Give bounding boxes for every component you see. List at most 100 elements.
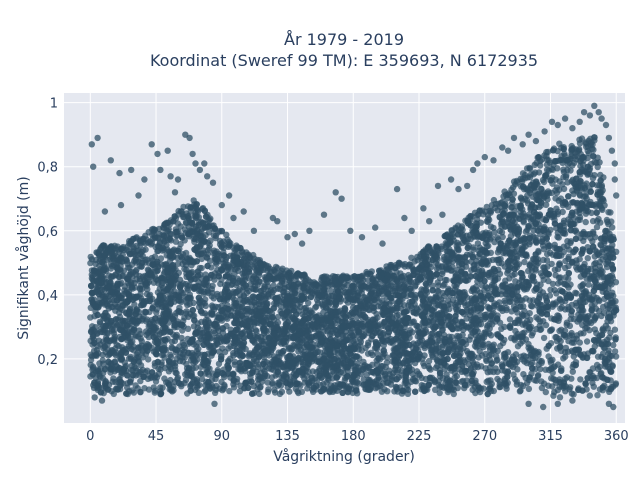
data-point <box>99 357 106 364</box>
data-point <box>484 322 491 329</box>
data-point <box>540 334 548 342</box>
data-point <box>565 255 572 263</box>
data-point <box>552 195 559 202</box>
data-point <box>174 260 182 267</box>
data-point <box>540 256 547 264</box>
data-point <box>528 332 535 339</box>
data-point <box>547 327 555 334</box>
data-point <box>231 361 238 368</box>
data-point <box>97 325 105 333</box>
data-point <box>562 388 569 395</box>
data-points <box>87 102 620 411</box>
chart-title-line-1: År 1979 - 2019 <box>284 30 404 49</box>
data-point <box>454 384 461 392</box>
data-point <box>386 367 393 374</box>
data-point <box>530 227 537 234</box>
data-point <box>573 290 580 297</box>
data-point <box>549 166 556 173</box>
data-point <box>110 390 118 398</box>
data-point <box>225 345 232 352</box>
data-point <box>552 187 559 194</box>
data-point <box>259 365 267 373</box>
data-point <box>487 368 494 375</box>
data-point <box>373 310 380 318</box>
data-point <box>138 338 145 345</box>
data-point <box>482 208 489 215</box>
data-point <box>550 364 557 371</box>
data-point <box>586 392 593 399</box>
data-point <box>99 351 106 359</box>
data-point <box>542 201 550 208</box>
data-point <box>205 229 213 236</box>
data-point <box>145 343 153 350</box>
data-point <box>155 365 162 372</box>
data-point <box>127 353 134 361</box>
data-point <box>161 375 168 382</box>
data-point <box>591 158 598 166</box>
data-point <box>310 281 317 288</box>
data-point <box>453 283 460 291</box>
data-point <box>453 379 460 386</box>
data-point <box>555 234 562 241</box>
data-point <box>520 371 527 378</box>
data-point <box>549 369 556 376</box>
data-point <box>221 281 229 289</box>
data-point <box>264 283 272 290</box>
data-point <box>130 389 138 396</box>
data-point <box>540 246 548 253</box>
data-point <box>256 384 264 391</box>
data-point <box>222 259 229 266</box>
data-point <box>453 373 460 380</box>
data-point <box>553 334 560 341</box>
data-point <box>131 301 138 308</box>
data-point <box>358 347 365 354</box>
data-point <box>583 338 591 345</box>
data-point <box>490 196 498 204</box>
data-point <box>605 209 612 216</box>
data-point <box>454 335 461 342</box>
data-point <box>519 197 526 204</box>
data-point <box>425 357 433 365</box>
data-point <box>230 384 238 391</box>
data-point <box>213 382 220 390</box>
data-point <box>101 366 109 373</box>
data-point <box>415 323 422 331</box>
data-point <box>577 283 584 290</box>
data-point <box>594 353 602 360</box>
data-point <box>502 291 509 298</box>
data-point <box>565 246 573 253</box>
data-point <box>420 360 427 367</box>
data-point <box>576 216 583 223</box>
data-point <box>167 351 174 358</box>
data-point <box>486 216 493 224</box>
data-point <box>489 256 497 264</box>
data-point <box>611 326 619 333</box>
data-point <box>508 204 515 211</box>
data-point <box>214 366 221 374</box>
data-point <box>427 366 434 373</box>
data-point <box>559 208 566 216</box>
data-point <box>555 280 562 287</box>
data-point <box>226 387 233 395</box>
data-point <box>584 255 591 262</box>
data-point <box>254 363 261 371</box>
data-point <box>211 389 219 396</box>
data-point <box>556 260 563 267</box>
data-point <box>498 325 505 332</box>
data-point <box>411 377 419 385</box>
data-point <box>190 323 198 330</box>
data-point <box>505 190 512 197</box>
data-point <box>545 277 552 285</box>
data-point <box>87 373 94 380</box>
data-point <box>97 320 104 327</box>
data-point <box>463 347 471 355</box>
data-point <box>264 388 272 396</box>
data-point <box>209 282 216 289</box>
data-point <box>582 218 589 226</box>
data-point <box>512 327 519 335</box>
data-point <box>592 314 599 321</box>
data-point <box>611 348 619 355</box>
data-point <box>506 316 514 323</box>
data-point <box>596 258 603 266</box>
